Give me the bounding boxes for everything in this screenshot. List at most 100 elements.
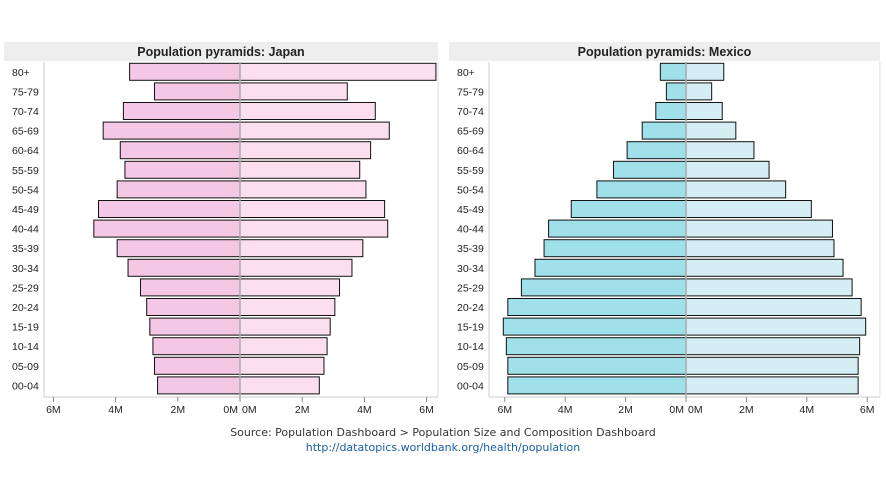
- bar-left: [596, 180, 687, 199]
- category-label: 05-09: [12, 361, 39, 373]
- category-label: 30-34: [12, 263, 39, 275]
- bar-left: [124, 160, 241, 179]
- bar-left: [157, 376, 241, 395]
- bar-left: [116, 180, 241, 199]
- bar-left: [659, 62, 687, 81]
- category-label: 75-79: [12, 86, 39, 98]
- bar-right: [685, 180, 787, 199]
- category-label: 10-14: [12, 341, 39, 353]
- category-label: 15-19: [457, 322, 484, 334]
- bar-left: [507, 356, 687, 375]
- chart-panel-1: Population pyramids: Japan 80+ 75-79 70-74 6…: [4, 42, 439, 416]
- chart-title: Population pyramids: Japan: [137, 45, 304, 59]
- x-tick-label: 2M: [171, 404, 186, 416]
- category-label: 80+: [457, 67, 475, 79]
- bar-right: [239, 121, 390, 140]
- x-tick-label: 4M: [558, 404, 573, 416]
- category-label: 75-79: [457, 86, 484, 98]
- bar-right: [685, 317, 867, 336]
- bar-left: [93, 219, 241, 238]
- bar-left: [655, 102, 687, 120]
- source-link[interactable]: http://datatopics.worldbank.org/health/p…: [305, 441, 581, 454]
- category-label: 00-04: [12, 380, 39, 392]
- category-label: 60-64: [12, 145, 39, 157]
- bar-left: [127, 258, 241, 277]
- category-label: 20-24: [457, 302, 484, 314]
- category-label: 20-24: [12, 302, 39, 314]
- bar-right: [685, 160, 770, 179]
- bar-left: [505, 337, 687, 356]
- category-label: 25-29: [12, 282, 39, 294]
- x-tick-label: 0M: [688, 404, 703, 416]
- bar-right: [685, 376, 859, 395]
- bar-right: [685, 278, 853, 297]
- x-tick-label: 0M: [242, 404, 257, 416]
- bar-right: [685, 102, 723, 120]
- bar-right: [239, 337, 328, 356]
- category-label: 70-74: [12, 106, 39, 118]
- bar-right: [685, 356, 859, 375]
- x-tick-label: 4M: [357, 404, 372, 416]
- bar-right: [685, 121, 737, 140]
- bar-left: [153, 82, 241, 101]
- bar-right: [685, 298, 862, 316]
- bar-left: [507, 376, 687, 395]
- bar-right: [239, 278, 341, 297]
- category-label: 35-39: [457, 243, 484, 255]
- bar-right: [239, 62, 437, 81]
- category-label: 25-29: [457, 282, 484, 294]
- chart-title: Population pyramids: Mexico: [578, 45, 752, 59]
- category-label: 70-74: [457, 106, 484, 118]
- bar-right: [239, 180, 367, 199]
- bar-left: [129, 62, 241, 81]
- x-tick-label: 6M: [498, 404, 513, 416]
- bar-right: [685, 258, 844, 277]
- bar-right: [685, 200, 812, 218]
- category-label: 65-69: [457, 126, 484, 138]
- x-tick-label: 2M: [618, 404, 633, 416]
- bar-right: [685, 82, 713, 101]
- category-label: 55-59: [12, 165, 39, 177]
- bar-left: [520, 278, 687, 297]
- category-label: 45-49: [457, 204, 484, 216]
- bar-right: [239, 258, 353, 277]
- category-label: 65-69: [12, 126, 39, 138]
- category-label: 30-34: [457, 263, 484, 275]
- bar-left: [570, 200, 687, 218]
- bar-left: [149, 317, 241, 336]
- bar-right: [239, 219, 389, 238]
- category-label: 55-59: [457, 165, 484, 177]
- category-label: 15-19: [12, 322, 39, 334]
- bar-left: [97, 200, 241, 218]
- bar-left: [119, 141, 241, 160]
- bar-right: [239, 356, 325, 375]
- bar-left: [626, 141, 687, 160]
- source-text: Source: Population Dashboard > Populatio…: [230, 426, 656, 439]
- bar-right: [685, 62, 725, 81]
- category-label: 50-54: [12, 184, 39, 196]
- bar-left: [502, 317, 687, 336]
- bar-right: [239, 102, 376, 120]
- bar-right: [685, 239, 835, 258]
- bar-right: [239, 141, 372, 160]
- bar-right: [239, 82, 348, 101]
- x-tick-label: 4M: [800, 404, 815, 416]
- bar-left: [146, 298, 241, 316]
- chart-title-bar: [4, 42, 438, 61]
- bar-left: [641, 121, 687, 140]
- category-label: 00-04: [457, 380, 484, 392]
- x-tick-label: 2M: [739, 404, 754, 416]
- category-label: 80+: [12, 67, 30, 79]
- bar-left: [613, 160, 687, 179]
- x-tick-label: 0M: [669, 404, 684, 416]
- bar-right: [239, 200, 386, 218]
- category-label: 05-09: [457, 361, 484, 373]
- x-tick-label: 6M: [46, 404, 61, 416]
- x-tick-label: 4M: [108, 404, 123, 416]
- bar-left: [153, 356, 241, 375]
- bar-right: [685, 337, 861, 356]
- bar-left: [548, 219, 687, 238]
- x-tick-label: 2M: [295, 404, 310, 416]
- chart-title-bar: [449, 42, 880, 61]
